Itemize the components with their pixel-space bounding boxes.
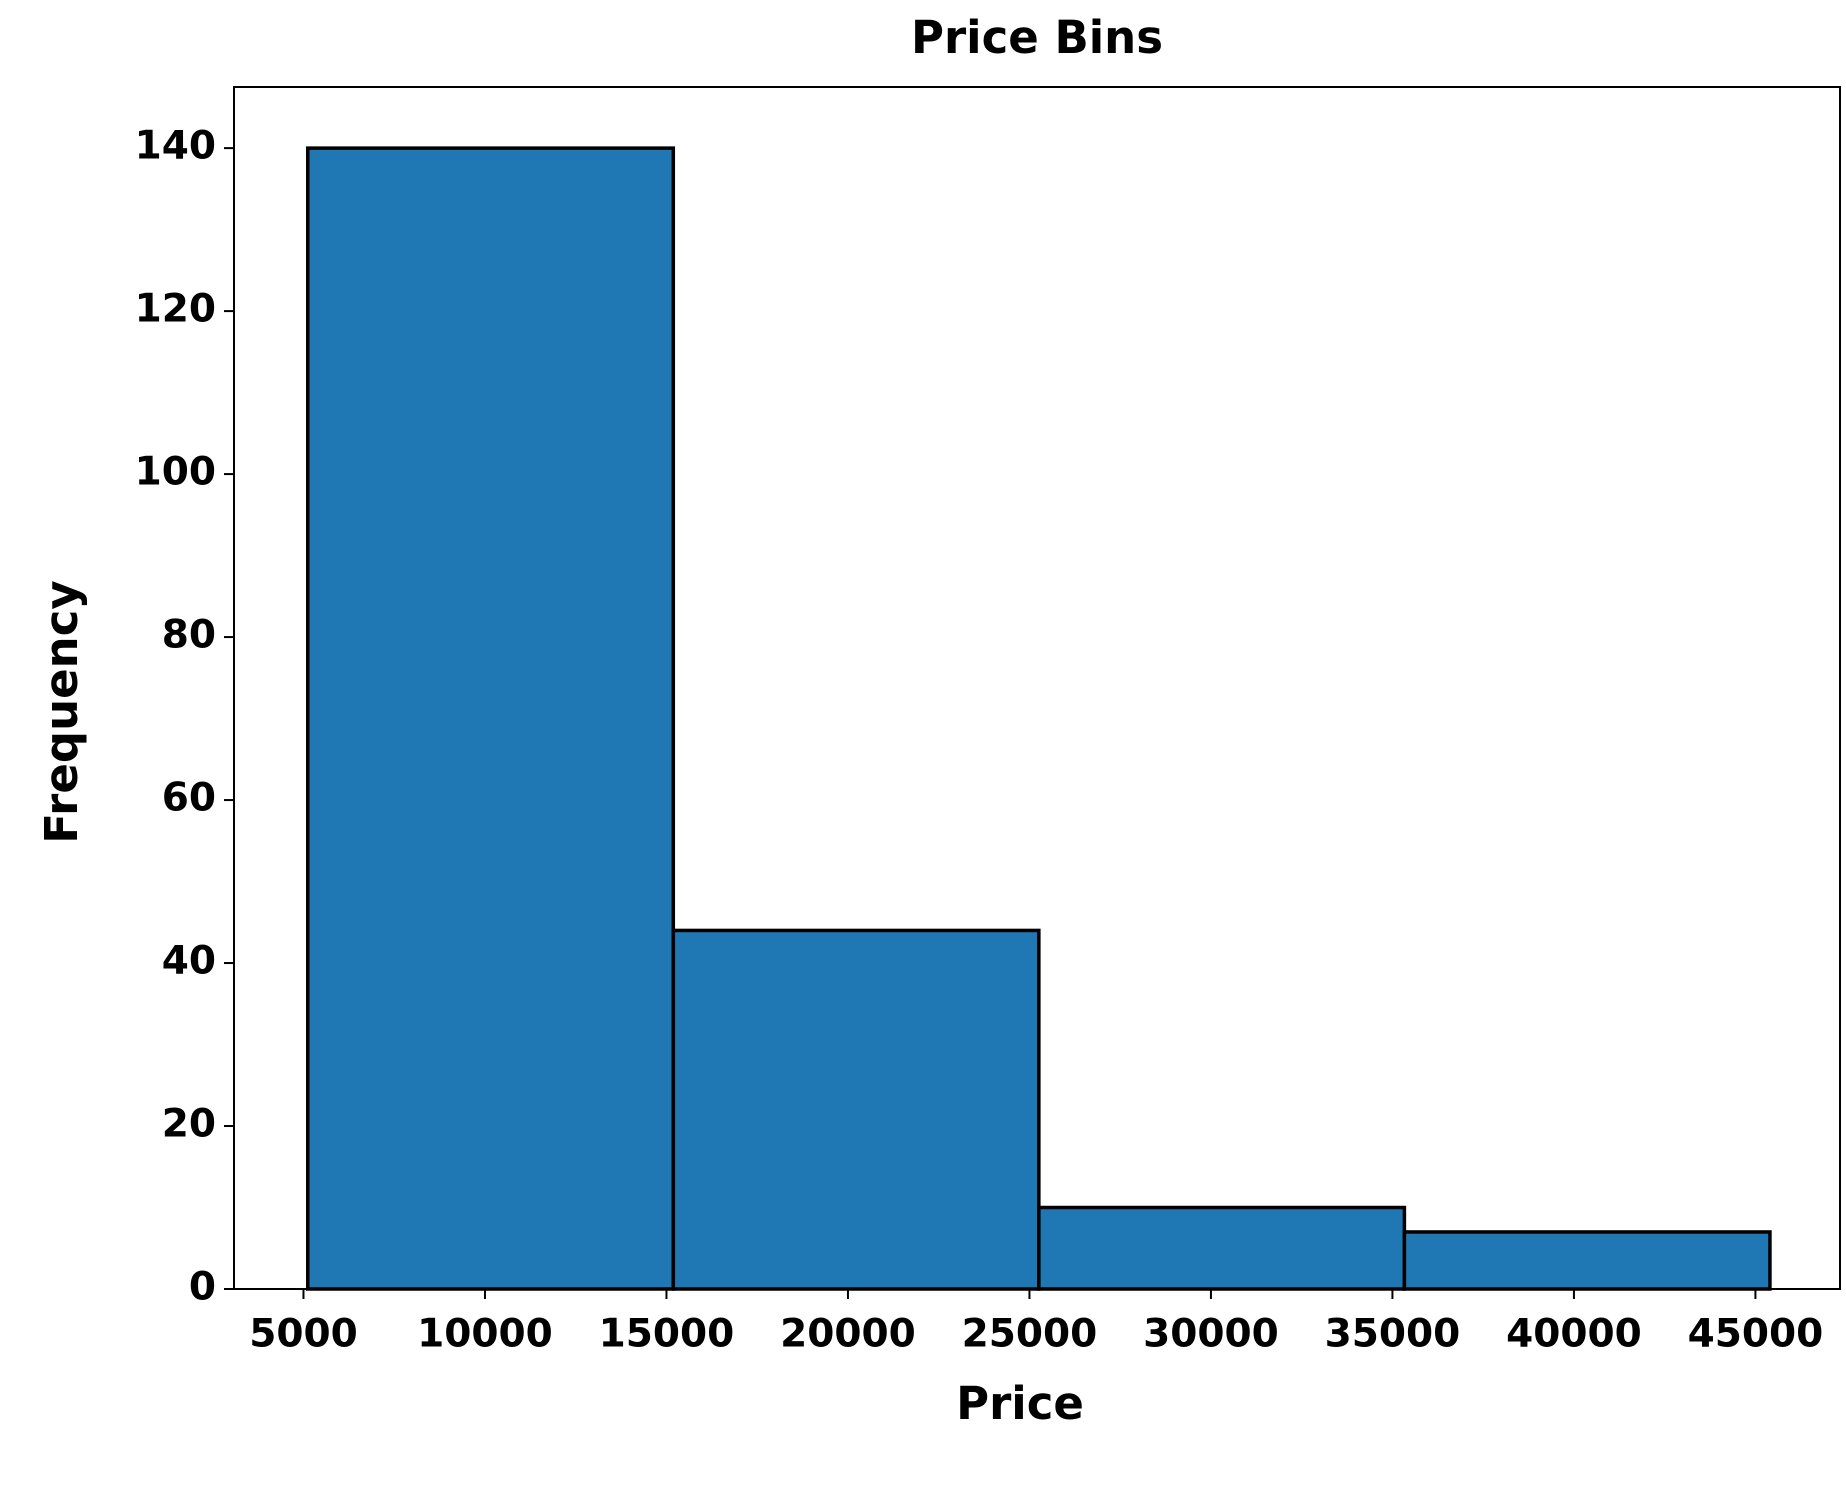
y-tick-label: 40 xyxy=(162,939,216,984)
x-tick-label: 30000 xyxy=(1143,1312,1279,1357)
y-tick-label: 60 xyxy=(162,776,216,821)
bar xyxy=(1402,1230,1772,1291)
y-tick-label: 120 xyxy=(135,287,216,332)
x-axis-label: Price xyxy=(956,1377,1084,1430)
x-tick-label: 15000 xyxy=(599,1312,735,1357)
plot-frame xyxy=(233,86,1841,1290)
x-tick-label: 35000 xyxy=(1325,1312,1461,1357)
x-tick-label: 25000 xyxy=(962,1312,1098,1357)
x-tick-label: 40000 xyxy=(1506,1312,1642,1357)
x-tick-label: 10000 xyxy=(417,1312,553,1357)
bar xyxy=(671,928,1041,1291)
y-tick-label: 0 xyxy=(189,1265,216,1310)
y-tick-label: 80 xyxy=(162,613,216,658)
y-axis-label: Frequency xyxy=(35,580,88,843)
x-tick-label: 20000 xyxy=(780,1312,916,1357)
bar xyxy=(306,146,676,1291)
y-tick-label: 140 xyxy=(135,124,216,169)
y-tick-label: 20 xyxy=(162,1102,216,1147)
x-tick-label: 5000 xyxy=(249,1312,358,1357)
bar xyxy=(1037,1205,1407,1291)
chart-title: Price Bins xyxy=(911,11,1163,64)
y-tick-label: 100 xyxy=(135,450,216,495)
x-tick-label: 45000 xyxy=(1688,1312,1824,1357)
